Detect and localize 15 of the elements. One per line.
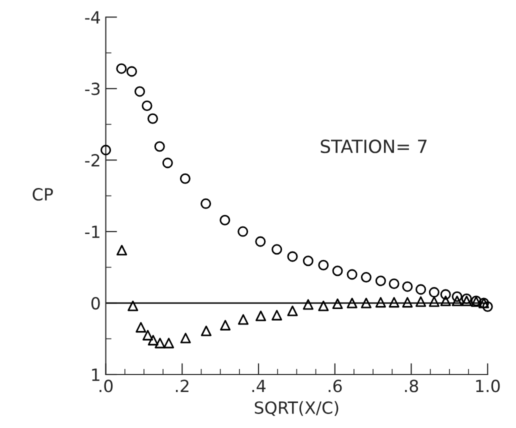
y-tick-label: 0 [91, 296, 100, 310]
y-tick-label: 1 [92, 368, 100, 381]
x-tick-label: .6 [328, 380, 342, 392]
x-tick-label: .8 [405, 380, 418, 392]
x-tick-label: 1.0 [476, 380, 500, 392]
y-tick-label: -4 [85, 11, 100, 24]
y-axis-title: CP [32, 188, 53, 201]
x-axis-title: SQRT(X/C) [254, 401, 338, 416]
annotation: STATION= 7 [320, 140, 427, 154]
x-tick-label: .4 [252, 380, 266, 392]
y-tick-label: -2 [85, 154, 100, 166]
x-tick-label: .0 [100, 380, 113, 392]
y-tick-label: -1 [85, 226, 100, 238]
x-tick-label: .2 [176, 380, 188, 392]
y-tick-label: -3 [85, 82, 100, 96]
